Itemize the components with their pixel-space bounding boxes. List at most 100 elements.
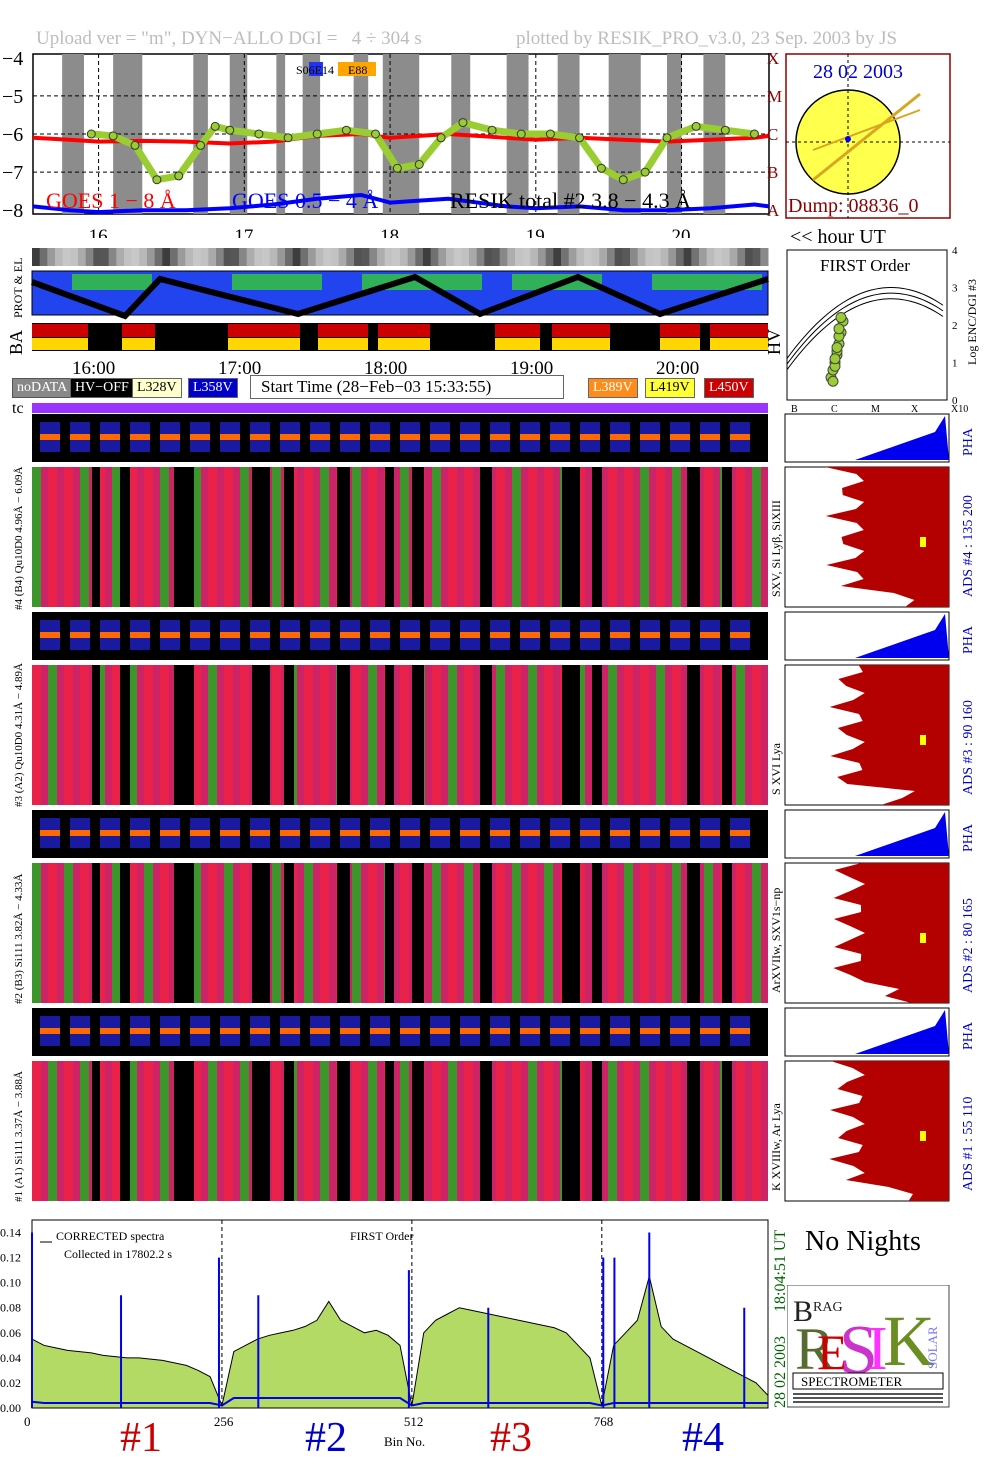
spec-gap-2-8 — [480, 863, 492, 1003]
spec-col-0-1 — [48, 467, 57, 607]
first-order-points — [825, 312, 849, 387]
region-marker-blue — [309, 62, 323, 76]
spec-col-2-1 — [48, 863, 57, 1003]
gray-cell-24 — [216, 248, 225, 266]
pha-blob-red-0-18 — [580, 434, 600, 440]
spec-col-0-20 — [352, 467, 361, 607]
gray-cell-30 — [262, 248, 271, 266]
gray-cell-6 — [78, 248, 87, 266]
pha-blob-red-0-17 — [550, 434, 570, 440]
spec-gap-2-11 — [687, 863, 700, 1003]
ba-yellow-8 — [710, 338, 768, 350]
spec-col-1-45 — [752, 665, 761, 805]
gray-cell-40 — [338, 248, 347, 266]
strip-ba — [32, 323, 768, 351]
label-ba: BA — [6, 330, 26, 355]
gray-cell-86 — [691, 248, 700, 266]
hour-ut-label: << hour UT — [790, 226, 886, 248]
gray-cell-67 — [545, 248, 554, 266]
spec-col-3-31 — [528, 1061, 537, 1201]
channel-label-2: #2 — [305, 1415, 347, 1461]
pha-hist-2 — [855, 812, 949, 856]
pha-blob-red-3-1 — [70, 1028, 90, 1034]
pha-blob-red-0-21 — [670, 434, 690, 440]
resik-point-14 — [414, 159, 424, 169]
fo-point-12 — [833, 323, 845, 335]
gray-cell-4 — [62, 248, 71, 266]
gray-cell-0 — [32, 248, 41, 266]
resik-point-25 — [691, 121, 701, 131]
spectrum-x-ticks: 0 256 512 768 — [24, 1414, 613, 1429]
spec-col-2-4 — [96, 863, 105, 1003]
gray-cell-18 — [170, 248, 179, 266]
line-id-label-2: ArXVIIw, SXV1s−np — [769, 888, 783, 993]
spec-col-2-8 — [160, 863, 169, 1003]
ads-marker-3 — [920, 1131, 926, 1141]
pha-blob-red-3-22 — [700, 1028, 720, 1034]
logo-letter-i: I — [867, 1315, 888, 1383]
green-patch-4 — [652, 274, 762, 290]
spec-col-3-34 — [576, 1061, 585, 1201]
spec-col-2-32 — [544, 863, 553, 1003]
spec-col-2-11 — [208, 863, 217, 1003]
pha-blob-red-3-11 — [370, 1028, 390, 1034]
spec-gap-0-9 — [562, 467, 580, 607]
goes-series-0 — [32, 132, 770, 146]
pha-blob-red-1-3 — [130, 632, 150, 638]
gray-cell-23 — [208, 248, 217, 266]
spec-col-0-4 — [96, 467, 105, 607]
spec-col-2-34 — [576, 863, 585, 1003]
gray-cell-71 — [576, 248, 585, 266]
goes-y-tick-2: −6 — [2, 124, 23, 146]
ba-yellow-7 — [660, 338, 700, 350]
gray-cell-89 — [714, 248, 723, 266]
spec-col-1-18 — [320, 665, 329, 805]
gray-cell-94 — [752, 248, 761, 266]
spec-col-2-3 — [80, 863, 89, 1003]
spec-col-3-18 — [320, 1061, 329, 1201]
gray-cell-7 — [85, 248, 94, 266]
spec-col-3-21 — [368, 1061, 377, 1201]
goes-series-1 — [32, 192, 770, 215]
pha-blob-red-0-23 — [730, 434, 750, 440]
spec-col-0-0 — [32, 467, 41, 607]
ch4-side-label: #4 (B4) Qu10D0 4.96Å − 6.09Å — [13, 467, 25, 610]
strip-orbit-path — [30, 273, 769, 320]
spec-col-1-4 — [96, 665, 105, 805]
legend-l389v: L389V — [588, 378, 638, 398]
fo-x-tick-0: B — [791, 404, 798, 415]
goes-hour-tick-2: 18 — [380, 226, 399, 238]
fo-x-tick-4: X10 — [951, 404, 968, 415]
spec-gap-1-0 — [92, 665, 100, 805]
green-patch-1 — [232, 274, 322, 290]
pha-blob-red-2-9 — [310, 830, 330, 836]
ads-marker-2 — [920, 933, 926, 943]
gray-cell-39 — [331, 248, 340, 266]
pha-blob-red-0-6 — [220, 434, 240, 440]
spec-gap-1-2 — [174, 665, 194, 805]
spec-col-3-0 — [32, 1061, 41, 1201]
spectrum-x-tick-2: 512 — [404, 1414, 424, 1429]
spec-col-0-17 — [304, 467, 313, 607]
pha-blob-red-3-6 — [220, 1028, 240, 1034]
spec-gap-0-3 — [252, 467, 270, 607]
spec-col-1-44 — [736, 665, 745, 805]
pha-blob-red-0-15 — [490, 434, 510, 440]
spec-col-1-10 — [192, 665, 201, 805]
spec-col-3-25 — [432, 1061, 441, 1201]
spec-col-1-34 — [576, 665, 585, 805]
resik-point-19 — [545, 129, 555, 139]
spec-col-2-20 — [352, 863, 361, 1003]
first-order-y-label: Log ENC/DGI #3 — [965, 279, 979, 365]
pha-blob-red-3-9 — [310, 1028, 330, 1034]
gray-cell-36 — [308, 248, 317, 266]
pha-blob-red-1-4 — [160, 632, 180, 638]
spec-gap-1-11 — [687, 665, 700, 805]
spec-gap-2-7 — [412, 863, 424, 1003]
spec-col-1-2 — [64, 665, 73, 805]
pha-blob-red-1-8 — [280, 632, 300, 638]
line-id-label-0: SXV, Si Lyβ, SiXIII — [769, 500, 783, 597]
spec-col-1-17 — [304, 665, 313, 805]
spec-col-2-26 — [448, 863, 457, 1003]
